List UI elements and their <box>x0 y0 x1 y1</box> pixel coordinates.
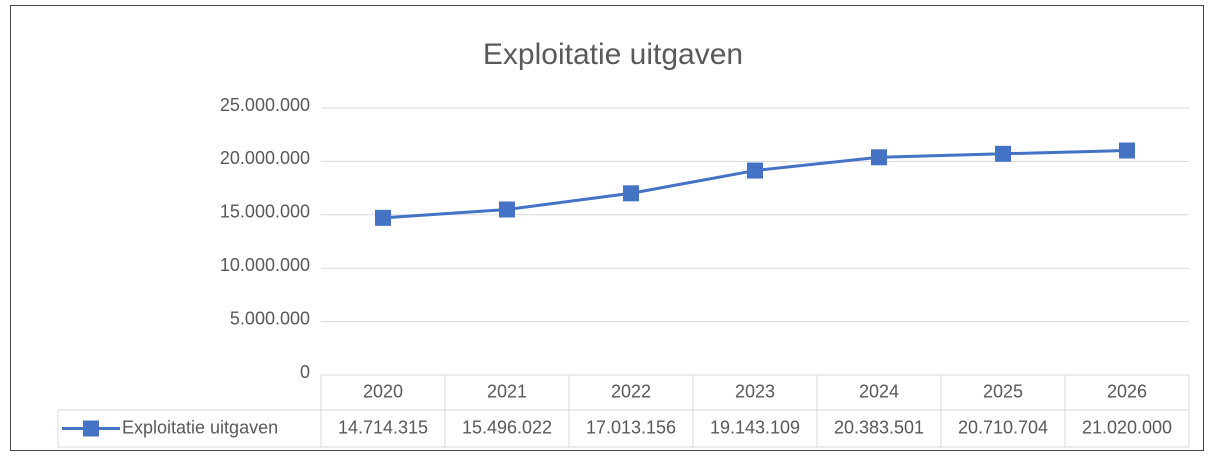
legend-marker <box>83 420 99 437</box>
x-tick-label: 2022 <box>611 381 651 401</box>
legend-label: Exploitatie uitgaven <box>122 417 278 437</box>
marker <box>499 201 515 218</box>
y-tick-label: 25.000.000 <box>220 95 310 115</box>
table-value: 19.143.109 <box>710 417 800 437</box>
x-tick-label: 2020 <box>363 381 403 401</box>
x-tick-label: 2025 <box>983 381 1023 401</box>
y-tick-label: 10.000.000 <box>220 255 310 275</box>
marker <box>747 162 763 179</box>
marker <box>375 209 391 226</box>
chart-title: Exploitatie uitgaven <box>483 38 743 71</box>
x-tick-label: 2026 <box>1107 381 1147 401</box>
table-value: 17.013.156 <box>586 417 676 437</box>
marker <box>995 145 1011 162</box>
x-tick-label: 2021 <box>487 381 527 401</box>
x-tick-label: 2023 <box>735 381 775 401</box>
table-value: 21.020.000 <box>1082 417 1172 437</box>
table-value: 14.714.315 <box>338 417 428 437</box>
y-tick-label: 15.000.000 <box>220 202 310 222</box>
table-value: 15.496.022 <box>462 417 552 437</box>
marker <box>1119 142 1135 159</box>
marker <box>871 149 887 166</box>
table-value: 20.383.501 <box>834 417 924 437</box>
chart-border <box>10 5 1204 451</box>
x-tick-label: 2024 <box>859 381 899 401</box>
y-tick-label: 5.000.000 <box>230 308 310 328</box>
y-tick-label: 0 <box>300 362 310 382</box>
table-value: 20.710.704 <box>958 417 1048 437</box>
marker <box>623 185 639 202</box>
y-tick-label: 20.000.000 <box>220 148 310 168</box>
